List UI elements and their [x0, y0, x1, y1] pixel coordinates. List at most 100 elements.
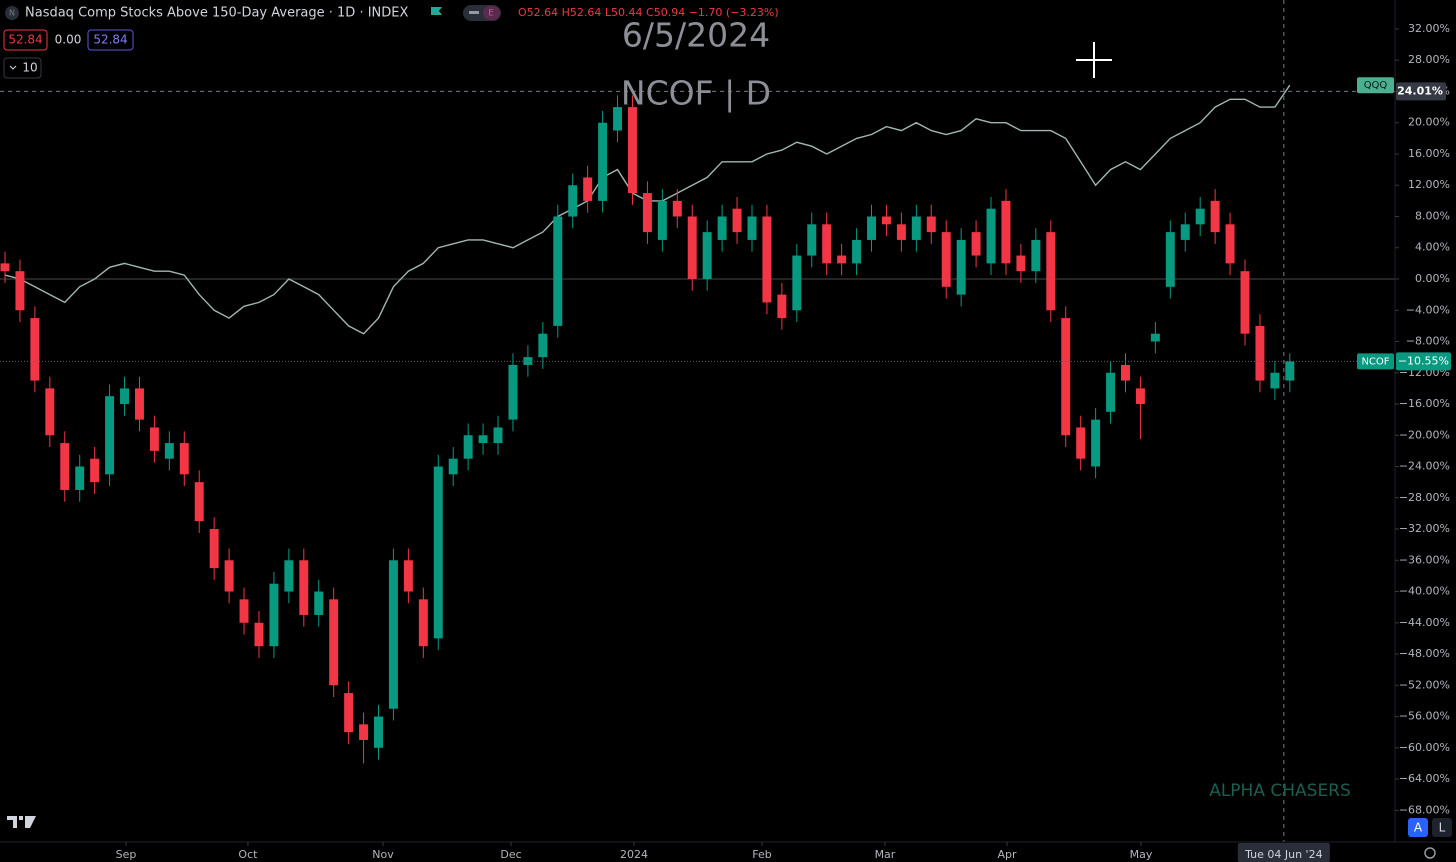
series-tag-name: QQQ: [1364, 80, 1388, 91]
candle-body: [1061, 318, 1071, 436]
candle-body: [75, 466, 85, 490]
price-label: −10.55%: [1398, 354, 1449, 367]
candle-body: [807, 224, 817, 256]
chevron: [9, 65, 17, 70]
interval-value: 10: [22, 61, 37, 75]
value-box: [3, 29, 48, 51]
y-tick-label: 16.00%: [1408, 147, 1450, 160]
candle-body: [493, 427, 503, 444]
candle-body: [837, 255, 847, 264]
badge-e-bg: [483, 6, 500, 20]
candle-body: [911, 216, 921, 240]
crosshair-time-box: [1237, 843, 1330, 862]
candle-body: [269, 583, 279, 647]
flag-icon[interactable]: [431, 7, 442, 15]
y-tick-label: 12.00%: [1408, 178, 1450, 191]
y-tick-label: −68.00%: [1399, 803, 1450, 816]
y-tick-label: −24.00%: [1399, 460, 1450, 473]
candle-body: [1031, 239, 1041, 272]
candle-body: [224, 560, 234, 592]
candle-body: [1150, 333, 1160, 342]
crosshair-price-box: [1396, 82, 1446, 101]
candle-body: [209, 529, 219, 569]
candle-body: [986, 208, 996, 264]
y-tick-label: 8.00%: [1415, 209, 1450, 222]
ohlc-text: O52.64 H52.64 L50.44 C50.94 −1.70 (−3.23…: [518, 6, 779, 19]
candle-body: [762, 216, 772, 303]
badge-e: E: [488, 9, 494, 19]
symbol-title[interactable]: Nasdaq Comp Stocks Above 150-Day Average…: [25, 6, 408, 21]
log-button[interactable]: [1432, 818, 1452, 837]
value-box: [87, 29, 134, 51]
plot-area: [0, 0, 1395, 842]
candle-body: [359, 724, 369, 740]
candle-body: [15, 271, 25, 311]
candle-body: [90, 458, 100, 483]
candle-body: [1076, 427, 1086, 459]
y-tick-label: 0.00%: [1415, 272, 1450, 285]
y-tick-label: 32.00%: [1408, 22, 1450, 35]
candle-body: [732, 208, 742, 233]
y-tick-label: 28.00%: [1408, 53, 1450, 66]
candle-body: [657, 200, 667, 240]
candle-body: [433, 466, 443, 639]
candle-body: [1016, 255, 1026, 272]
logo[interactable]: [7, 816, 36, 828]
candle-body: [642, 193, 652, 233]
candle-body: [971, 232, 981, 256]
candle-body: [30, 318, 40, 381]
y-tick-label: −32.00%: [1399, 522, 1450, 535]
settings-icon[interactable]: [1424, 847, 1436, 859]
series-tag: [1357, 77, 1394, 94]
ask-value: 52.84: [93, 33, 127, 47]
candle-body: [1180, 224, 1190, 240]
series-tag-name: NCOF: [1361, 356, 1389, 367]
candle-body: [164, 443, 174, 459]
badge-bar: [469, 11, 479, 14]
candle-body: [583, 177, 593, 201]
y-tick-label: −28.00%: [1399, 491, 1450, 504]
candle-body: [45, 388, 55, 436]
candle-body: [478, 435, 488, 444]
interval-box[interactable]: [3, 57, 42, 79]
candle-body: [687, 216, 697, 279]
candle-body: [867, 216, 876, 240]
candle-body: [254, 622, 264, 647]
candle-body: [388, 560, 398, 709]
candle-body: [553, 216, 563, 326]
candle-body: [239, 599, 249, 623]
axes: 32.00%28.00%24.00%20.00%16.00%12.00%8.00…: [116, 22, 1451, 862]
candle-body: [1091, 419, 1101, 467]
candle-body: [881, 216, 891, 225]
candle-body: [1001, 200, 1011, 264]
candle-body: [60, 443, 70, 490]
candle-body: [1240, 271, 1250, 334]
candle-body: [149, 427, 159, 451]
candle-body: [299, 560, 309, 615]
y-tick-label: −56.00%: [1399, 710, 1450, 723]
y-tick-label: −4.00%: [1406, 303, 1450, 316]
candle-body: [120, 388, 130, 405]
candle-body: [792, 255, 802, 311]
candle-body: [598, 122, 608, 201]
candle-body: [284, 560, 294, 592]
symbol-icon: [5, 6, 19, 20]
series-tag: [1357, 353, 1394, 370]
x-tick-label: May: [1130, 848, 1153, 861]
candle-body: [1121, 364, 1130, 381]
candle-body: [1285, 361, 1295, 381]
price-label-box: [1396, 352, 1451, 371]
y-tick-label: −44.00%: [1399, 616, 1450, 629]
crosshair-price-label: 24.01%: [1397, 84, 1443, 97]
auto-button-label: A: [1414, 821, 1423, 835]
x-tick-label: Mar: [875, 848, 896, 861]
candle-body: [777, 294, 787, 319]
x-tick-label: 2024: [620, 848, 648, 861]
candle-body: [1135, 388, 1145, 405]
candle-body: [1046, 232, 1056, 311]
candle-body: [463, 435, 473, 459]
auto-button[interactable]: [1408, 818, 1428, 837]
candle-body: [956, 239, 966, 295]
